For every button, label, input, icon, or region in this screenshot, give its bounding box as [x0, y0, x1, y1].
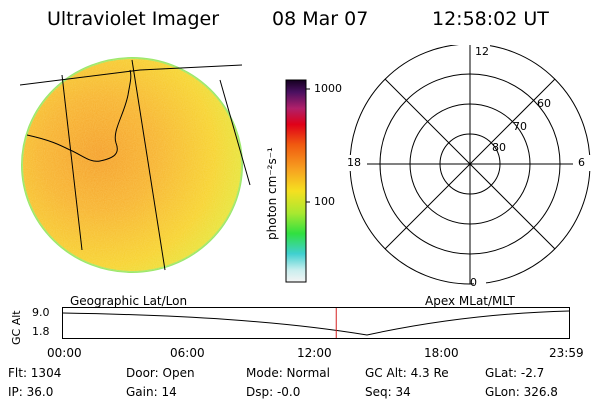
status-ip: IP: 36.0 — [8, 385, 54, 399]
status-glat: GLat: -2.7 — [485, 366, 545, 380]
mlt-label-bottom: 0 — [470, 276, 477, 289]
date-label: 08 Mar 07 — [272, 8, 369, 30]
timeline-y-tick-high: 9.0 — [32, 306, 50, 319]
lat-label-60: 60 — [537, 97, 551, 110]
polar-mlt-plot — [345, 45, 591, 285]
colorbar-unit-label: photon cm⁻²s⁻¹ — [265, 147, 279, 240]
colorbar — [285, 79, 310, 283]
timeline-right-label: Apex MLat/MLT — [425, 294, 515, 308]
status-dsp: Dsp: -0.0 — [246, 385, 301, 399]
colorbar-tick-100: 100 — [314, 195, 335, 208]
time-label: 12:58:02 UT — [432, 8, 549, 30]
x-tick-1200: 12:00 — [297, 346, 332, 360]
uv-earth-image — [20, 57, 251, 273]
status-seq: Seq: 34 — [365, 385, 411, 399]
timeline-left-label: Geographic Lat/Lon — [70, 294, 188, 308]
status-gc-alt: GC Alt: 4.3 Re — [365, 366, 449, 380]
status-mode: Mode: Normal — [246, 366, 330, 380]
timeline-y-title: GC Alt — [10, 310, 23, 345]
x-tick-2359: 23:59 — [549, 346, 584, 360]
mlt-label-left: 18 — [347, 156, 361, 169]
x-tick-1800: 18:00 — [424, 346, 459, 360]
timeline-y-tick-low: 1.8 — [32, 325, 50, 338]
x-tick-0600: 06:00 — [170, 346, 205, 360]
mlt-label-right: 6 — [578, 156, 585, 169]
graticule-lines — [20, 59, 251, 271]
altitude-timeline — [62, 307, 570, 339]
status-flight: Flt: 1304 — [8, 366, 62, 380]
status-gain: Gain: 14 — [126, 385, 177, 399]
lat-label-70: 70 — [513, 120, 527, 133]
mlt-label-top: 12 — [475, 45, 489, 58]
status-door: Door: Open — [126, 366, 195, 380]
instrument-title: Ultraviolet Imager — [47, 8, 220, 30]
status-glon: GLon: 326.8 — [485, 385, 558, 399]
lat-label-80: 80 — [492, 141, 506, 154]
colorbar-tick-1000: 1000 — [314, 82, 342, 95]
x-tick-0000: 00:00 — [47, 346, 82, 360]
